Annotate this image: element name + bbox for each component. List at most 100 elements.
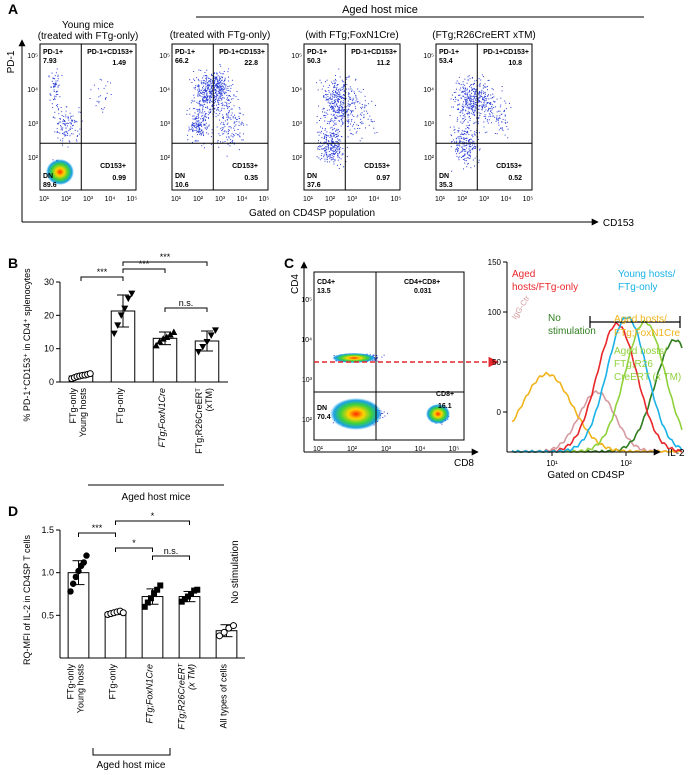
- event-dot: [364, 100, 366, 102]
- event-dot: [467, 112, 469, 114]
- event-dot: [221, 99, 223, 101]
- event-dot: [343, 98, 345, 99]
- event-dot: [325, 81, 326, 83]
- event-dot: [336, 128, 338, 130]
- event-dot: [383, 411, 385, 413]
- event-dot: [330, 135, 332, 137]
- event-dot: [334, 153, 336, 155]
- event-dot: [465, 102, 467, 104]
- event-dot: [217, 99, 219, 101]
- event-dot: [462, 149, 464, 151]
- data-point: [199, 344, 207, 351]
- event-dot: [201, 104, 203, 106]
- event-dot: [382, 417, 384, 418]
- legend-label: stimulation: [548, 326, 596, 337]
- event-dot: [350, 132, 352, 134]
- event-dot: [346, 109, 348, 111]
- event-dot: [223, 91, 225, 93]
- event-dot: [60, 107, 62, 108]
- event-dot: [343, 102, 345, 104]
- event-dot: [333, 89, 335, 91]
- event-dot: [330, 106, 331, 108]
- event-dot: [218, 87, 220, 89]
- event-dot: [490, 94, 492, 96]
- event-dot: [199, 109, 201, 111]
- event-dot: [467, 79, 469, 81]
- event-dot: [498, 122, 500, 124]
- event-dot: [488, 107, 490, 109]
- event-dot: [326, 94, 327, 96]
- event-dot: [321, 153, 323, 154]
- event-dot: [227, 107, 229, 109]
- event-dot: [57, 106, 58, 108]
- event-dot: [474, 97, 475, 99]
- event-dot: [365, 127, 366, 129]
- event-dot: [206, 79, 208, 81]
- event-dot: [319, 120, 320, 121]
- event-dot: [54, 98, 56, 100]
- significance-label: *: [151, 511, 155, 521]
- event-dot: [223, 71, 225, 72]
- event-dot: [486, 119, 488, 121]
- event-dot: [236, 118, 238, 120]
- event-dot: [216, 126, 218, 128]
- event-dot: [350, 110, 352, 112]
- event-dot: [510, 106, 512, 108]
- event-dot: [208, 80, 210, 82]
- event-dot: [77, 130, 79, 132]
- event-dot: [504, 115, 506, 117]
- event-dot: [476, 80, 478, 82]
- event-dot: [334, 106, 336, 108]
- event-dot: [66, 122, 68, 124]
- event-dot: [323, 133, 324, 135]
- legend-label: Aged: [512, 269, 535, 280]
- event-dot: [217, 108, 219, 110]
- event-dot: [351, 120, 352, 122]
- event-dot: [333, 156, 335, 158]
- event-dot: [78, 111, 80, 113]
- event-dot: [200, 92, 202, 94]
- event-dot: [333, 93, 335, 95]
- event-dot: [192, 128, 194, 130]
- x-tick-label: 10⁴: [369, 196, 380, 203]
- event-dot: [462, 143, 464, 145]
- event-dot: [486, 102, 488, 104]
- event-dot: [70, 122, 72, 124]
- event-dot: [246, 124, 248, 126]
- event-dot: [472, 144, 474, 146]
- event-dot: [458, 94, 460, 96]
- event-dot: [328, 155, 330, 157]
- event-dot: [470, 108, 472, 110]
- event-dot: [502, 119, 504, 120]
- event-dot: [197, 130, 199, 132]
- event-dot: [467, 101, 469, 103]
- event-dot: [234, 117, 236, 119]
- event-dot: [226, 103, 228, 105]
- event-dot: [210, 92, 212, 94]
- event-dot: [469, 94, 471, 96]
- event-dot: [467, 151, 469, 153]
- event-dot: [474, 147, 476, 149]
- event-dot: [469, 158, 471, 159]
- event-dot: [468, 141, 470, 142]
- event-dot: [369, 115, 371, 117]
- event-dot: [74, 121, 76, 123]
- event-dot: [237, 134, 239, 136]
- event-dot: [476, 129, 478, 131]
- y-tick-label: 10³: [160, 121, 171, 128]
- event-dot: [336, 87, 338, 89]
- event-dot: [340, 115, 342, 116]
- event-dot: [465, 93, 467, 95]
- event-dot: [202, 100, 204, 102]
- event-dot: [76, 121, 78, 123]
- event-dot: [481, 91, 482, 93]
- event-dot: [473, 105, 474, 107]
- event-dot: [207, 133, 209, 135]
- event-dot: [208, 86, 209, 88]
- event-dot: [363, 110, 365, 112]
- event-dot: [350, 113, 352, 115]
- data-point: [184, 593, 191, 600]
- event-dot: [348, 75, 350, 77]
- event-dot: [475, 146, 477, 148]
- event-dot: [215, 98, 216, 100]
